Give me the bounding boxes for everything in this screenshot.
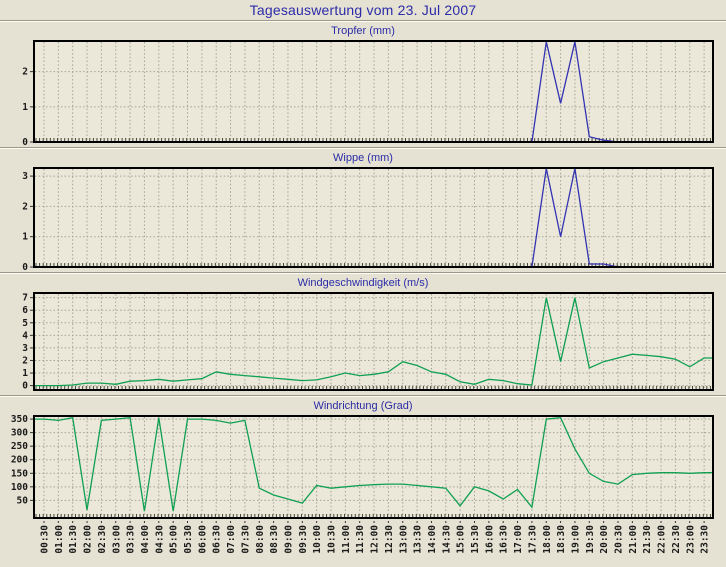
x-tick-label: 09:00 (283, 525, 294, 554)
y-tick-label: 3 (22, 171, 28, 182)
x-tick-label: 13:00 (398, 525, 409, 554)
y-tick-label: 4 (22, 330, 28, 341)
x-tick-label: 02:00 (83, 525, 94, 554)
x-tick-label: 22:00 (657, 525, 668, 554)
x-tick-label: 23:00 (685, 525, 696, 554)
chart-windgeschwindigkeit: 0 1 23 45 67 (22, 292, 714, 392)
x-tick-label: 22:30 (671, 525, 682, 554)
y-tick-label: 350 (11, 414, 28, 425)
chart-title-windgeschwindigkeit: Windgeschwindigkeit (m/s) (297, 277, 429, 289)
x-tick-label: 10:00 (312, 525, 323, 554)
data-line (35, 416, 712, 512)
y-tick-label: 2 (22, 201, 28, 212)
plot-background (33, 292, 714, 390)
y-tick-label: 0 (22, 381, 28, 392)
x-tick-label: 07:00 (226, 525, 237, 554)
chart-title-windrichtung: Windrichtung (Grad) (313, 400, 413, 412)
x-tick-label: 16:00 (484, 525, 495, 554)
time-axis-labels: 00:30 01:00 01:30 02:00 02:30 03:00 03:30 04:00… (40, 521, 711, 554)
x-tick-label: 17:30 (527, 525, 538, 554)
y-tick-label: 100 (11, 482, 28, 493)
x-tick-label: 19:30 (585, 525, 596, 554)
x-tick-label: 16:30 (499, 525, 510, 554)
chart-tropfer: 0 1 2 (22, 40, 714, 145)
y-tick-label: 150 (11, 468, 28, 479)
x-tick-label: 04:30 (154, 525, 165, 554)
y-tick-label: 250 (11, 441, 28, 452)
section-separator (0, 395, 726, 397)
x-tick-label: 19:00 (570, 525, 581, 554)
x-tick-label: 14:00 (427, 525, 438, 554)
chart-wippe: 0 1 2 3 (22, 167, 714, 270)
chart-title-wippe: Wippe (mm) (333, 152, 393, 164)
x-tick-label: 14:30 (441, 525, 452, 554)
x-tick-label: 20:30 (614, 525, 625, 554)
y-tick-label: 7 (22, 293, 28, 304)
y-tick-label: 0 (22, 137, 28, 145)
y-tick-label: 2 (22, 67, 28, 78)
y-tick-label: 1 (22, 368, 28, 379)
plot-background (33, 167, 714, 267)
y-tick-label: 1 (22, 232, 28, 243)
plot-border (33, 167, 714, 268)
y-tick-label: 0 (22, 262, 28, 270)
y-tick-label: 2 (22, 355, 28, 366)
x-tick-label: 21:00 (628, 525, 639, 554)
y-tick-label: 6 (22, 305, 28, 316)
x-tick-label: 06:30 (212, 525, 223, 554)
x-tick-label: 05:30 (183, 525, 194, 554)
chart-windrichtung: 50 100 150 200 250 300 350 (11, 414, 714, 519)
y-tick-label: 300 (11, 428, 28, 439)
x-tick-label: 03:30 (126, 525, 137, 554)
x-tick-label: 05:00 (169, 525, 180, 554)
x-tick-label: 01:00 (54, 525, 65, 554)
x-tick-label: 15:30 (470, 525, 481, 554)
x-tick-label: 11:30 (355, 525, 366, 554)
x-tick-label: 03:00 (111, 525, 122, 554)
x-tick-label: 07:30 (240, 525, 251, 554)
x-tick-label: 08:30 (269, 525, 280, 554)
title-separator (0, 20, 726, 22)
x-tick-label: 21:30 (642, 525, 653, 554)
section-separator (0, 147, 726, 149)
chart-title-tropfer: Tropfer (mm) (331, 25, 395, 37)
plot-border (33, 40, 714, 143)
chart-section-wippe: Wippe (mm) 0 1 2 3 (0, 152, 726, 270)
data-line (35, 297, 712, 387)
y-tick-label: 200 (11, 455, 28, 466)
x-tick-label: 09:30 (298, 525, 309, 554)
x-tick-label: 18:30 (556, 525, 567, 554)
plot-border (33, 415, 714, 519)
x-tick-label: 01:30 (68, 525, 79, 554)
chart-section-windrichtung: Windrichtung (Grad) 50 100 150 200 250 300 350… (0, 400, 726, 567)
x-tick-label: 06:00 (197, 525, 208, 554)
section-separator (0, 272, 726, 274)
page-title: Tagesauswertung vom 23. Jul 2007 (249, 2, 477, 18)
x-tick-label: 10:30 (327, 525, 338, 554)
y-tick-label: 1 (22, 102, 28, 113)
plot-border (33, 292, 714, 391)
x-tick-label: 08:00 (255, 525, 266, 554)
x-tick-label: 20:00 (599, 525, 610, 554)
y-tick-label: 5 (22, 318, 28, 329)
x-tick-label: 00:30 (40, 525, 51, 554)
x-tick-label: 12:30 (384, 525, 395, 554)
x-tick-label: 02:30 (97, 525, 108, 554)
x-tick-label: 13:30 (413, 525, 424, 554)
plot-background (33, 415, 714, 518)
x-tick-label: 15:00 (456, 525, 467, 554)
x-tick-label: 04:00 (140, 525, 151, 554)
y-tick-label: 3 (22, 343, 28, 354)
x-tick-label: 18:00 (542, 525, 553, 554)
x-tick-label: 23:30 (700, 525, 711, 554)
plot-background (33, 40, 714, 142)
chart-section-tropfer: Tropfer (mm) 0 1 2 (0, 25, 726, 145)
y-tick-label: 50 (17, 495, 29, 506)
x-tick-label: 17:00 (513, 525, 524, 554)
x-tick-label: 12:00 (370, 525, 381, 554)
x-tick-label: 11:00 (341, 525, 352, 554)
